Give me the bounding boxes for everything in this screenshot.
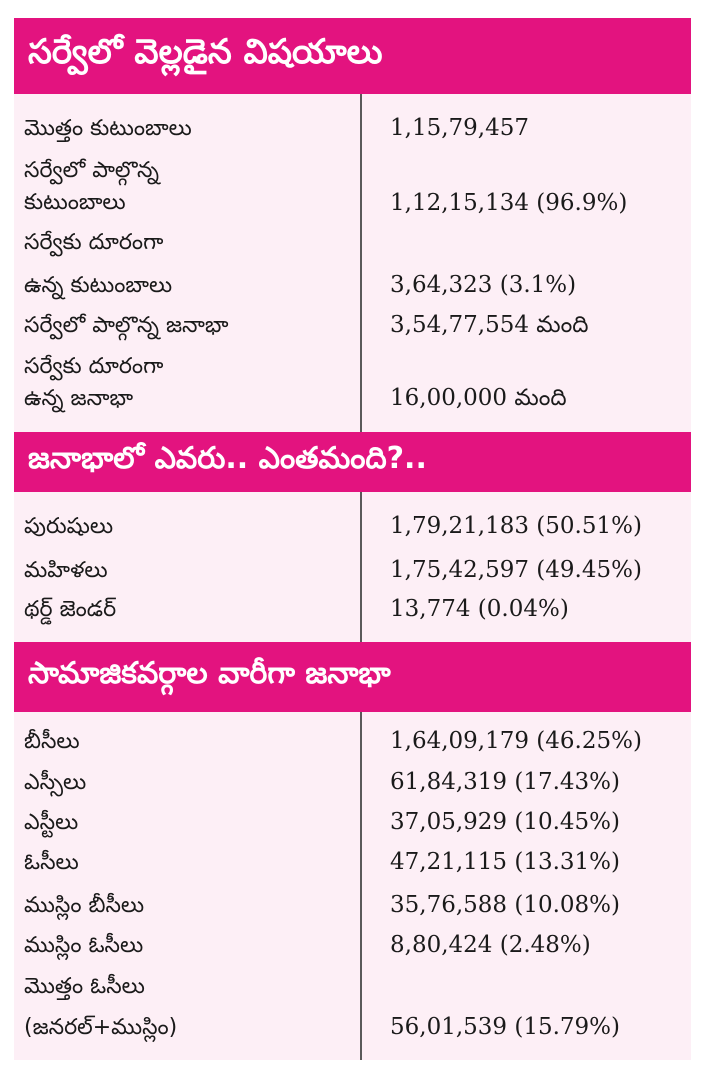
row-value-participating-families: 1,12,15,134 (96.9%): [390, 190, 628, 216]
row-value-muslim-oc: 8,80,424 (2.48%): [390, 932, 591, 958]
column-divider: [360, 492, 362, 642]
row-value-muslim-bc: 35,76,588 (10.08%): [390, 892, 621, 918]
row-label-total-families: మొత్తం కుటుంబాలు: [24, 116, 192, 141]
row-value-third-gender: 13,774 (0.04%): [390, 596, 569, 622]
row-value-st: 37,05,929 (10.45%): [390, 809, 621, 835]
row-label-men: పురుషులు: [24, 514, 114, 539]
column-divider: [360, 712, 362, 1060]
row-label-muslim-oc: ముస్లిం ఓసీలు: [24, 933, 144, 958]
row-value-absent-families: 3,64,323 (3.1%): [390, 272, 577, 298]
row-value-absent-population: 16,00,000 మంది: [390, 385, 567, 411]
row-label-participating-families-line2: కుటుంబాలు: [24, 190, 126, 215]
row-label-participating-population: సర్వేలో పాల్గొన్న జనాభా: [24, 313, 229, 338]
row-value-total-families: 1,15,79,457: [390, 115, 529, 141]
row-label-participating-families-line1: సర్వేలో పాల్గొన్న: [24, 158, 159, 183]
row-value-participating-population: 3,54,77,554 మంది: [390, 312, 589, 338]
row-label-total-oc-line2: (జనరల్+ముస్లిం): [24, 1015, 178, 1040]
column-divider: [360, 94, 362, 432]
row-label-third-gender: థర్డ్ జెండర్: [24, 597, 117, 622]
row-label-absent-population-line1: సర్వేకు దూరంగా: [24, 354, 164, 379]
row-value-oc: 47,21,115 (13.31%): [390, 849, 621, 875]
row-label-total-oc-line1: మొత్తం ఓసీలు: [24, 974, 145, 999]
row-label-absent-population-line2: ఉన్న జనాభా: [24, 386, 134, 411]
row-label-muslim-bc: ముస్లిం బీసీలు: [24, 893, 145, 918]
row-value-women: 1,75,42,597 (49.45%): [390, 557, 642, 583]
row-label-sc: ఎస్సీలు: [24, 770, 87, 795]
row-label-absent-families-line2: ఉన్న కుటుంబాలు: [24, 273, 173, 298]
row-value-sc: 61,84,319 (17.43%): [390, 769, 621, 795]
row-label-women: మహిళలు: [24, 558, 108, 583]
section-header-social-groups: సామాజికవర్గాల వారీగా జనాభా: [14, 642, 691, 712]
survey-card: సర్వేలో వెల్లడైన విషయాలు మొత్తం కుటుంబాల…: [14, 18, 691, 1060]
row-value-total-oc: 56,01,539 (15.79%): [390, 1014, 621, 1040]
row-label-st: ఎస్టీలు: [24, 810, 79, 835]
row-value-bc: 1,64,09,179 (46.25%): [390, 728, 642, 754]
row-label-absent-families-line1: సర్వేకు దూరంగా: [24, 230, 164, 255]
row-value-men: 1,79,21,183 (50.51%): [390, 513, 642, 539]
row-label-bc: బీసీలు: [24, 729, 80, 754]
section-header-survey-findings: సర్వేలో వెల్లడైన విషయాలు: [14, 18, 691, 94]
row-label-oc: ఓసీలు: [24, 850, 79, 875]
section-header-population-breakdown: జనాభాలో ఎవరు.. ఎంతమంది?..: [14, 432, 691, 492]
